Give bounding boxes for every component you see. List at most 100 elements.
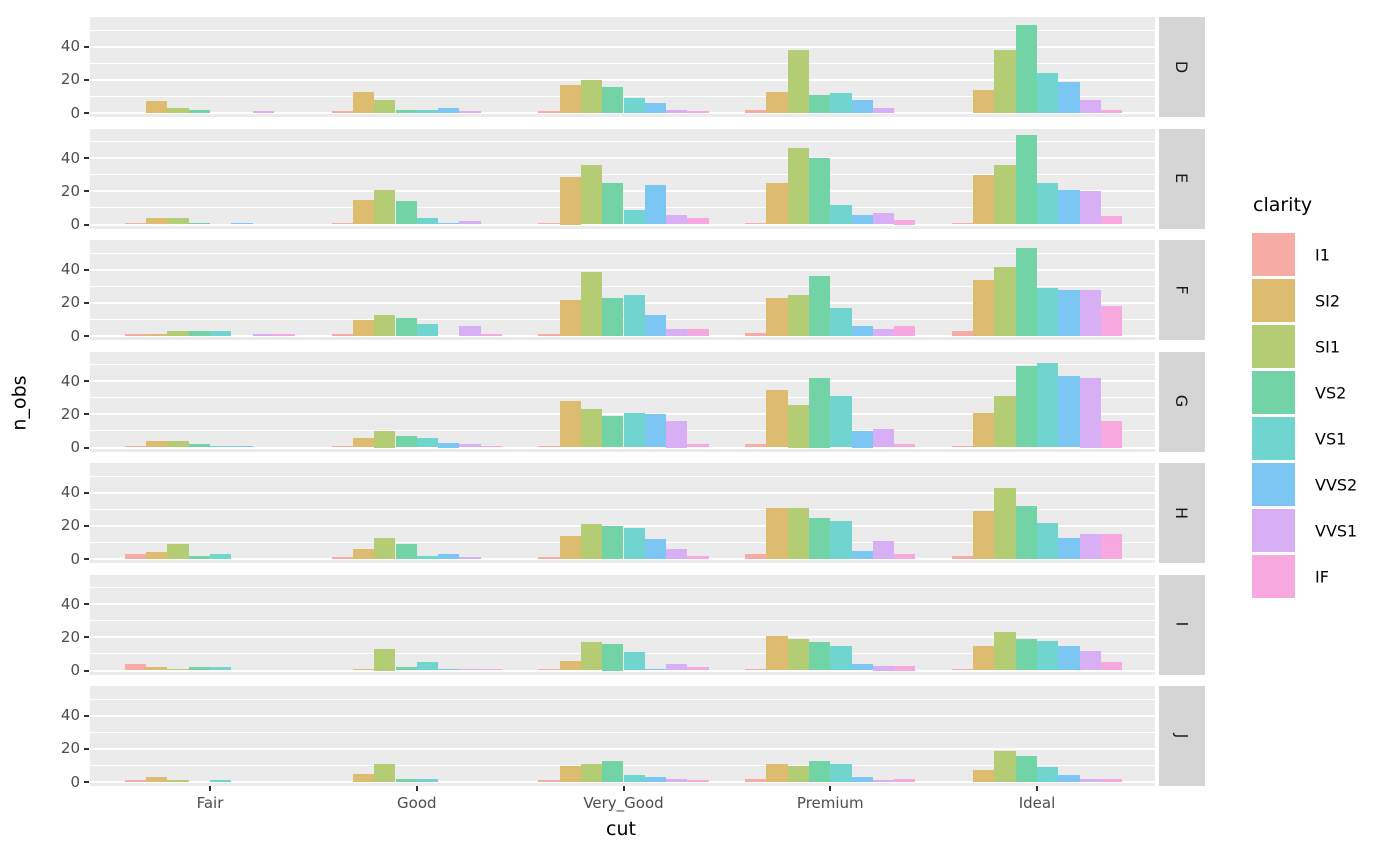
legend-label-VVS1: VVS1	[1315, 521, 1358, 540]
bar-J-Premium-VVS1	[872, 780, 895, 782]
bar-I-Good-VS1	[416, 662, 439, 671]
bar-H-Ideal-VS2	[1015, 506, 1037, 559]
bar-J-Ideal-SI1	[994, 750, 1016, 782]
facet-panel-J	[90, 686, 1155, 786]
bar-E-Ideal-IF	[1100, 216, 1123, 225]
bar-G-Ideal-I1	[951, 445, 974, 448]
bar-E-Very_Good-SI1	[580, 164, 603, 225]
y-tick-label-E-20: 20	[60, 181, 80, 200]
bar-I-Fair-SI1	[167, 668, 189, 671]
x-tick-mark-Ideal	[1036, 786, 1038, 791]
bar-F-Premium-VS1	[830, 307, 852, 336]
bar-E-Fair-VVS2	[231, 222, 253, 225]
bar-H-Very_Good-I1	[538, 557, 560, 559]
bar-E-Good-VS2	[395, 201, 417, 225]
bar-E-Good-VS1	[416, 217, 439, 225]
bar-J-Premium-IF	[894, 778, 916, 782]
bar-H-Very_Good-VS1	[623, 527, 645, 559]
bar-G-Good-I1	[331, 445, 353, 448]
bar-F-Ideal-IF	[1100, 306, 1123, 336]
bar-G-Fair-SI1	[167, 440, 189, 448]
bar-I-Good-VS2	[395, 667, 417, 671]
bar-E-Premium-SI1	[787, 148, 809, 225]
y-tick-mark-G-20	[84, 413, 89, 416]
bar-H-Good-SI1	[374, 537, 396, 559]
x-tick-label-Premium: Premium	[796, 794, 864, 812]
y-tick-mark-H-20	[84, 524, 89, 527]
bar-D-Ideal-VS2	[1015, 25, 1037, 113]
minor-gridline-y30	[90, 285, 1155, 287]
bar-E-Very_Good-VVS1	[666, 214, 688, 225]
minor-gridline-y50	[90, 141, 1155, 143]
bar-F-Good-VS2	[395, 317, 417, 336]
bar-I-Ideal-VS1	[1037, 640, 1059, 671]
bar-G-Good-SI2	[352, 437, 375, 448]
bar-E-Very_Good-VS2	[602, 183, 624, 225]
bar-F-Fair-VS1	[210, 331, 232, 336]
bar-E-Very_Good-VS1	[623, 209, 645, 225]
bar-F-Ideal-SI2	[973, 279, 995, 336]
bar-I-Fair-I1	[124, 663, 147, 671]
bar-F-Premium-SI1	[787, 294, 809, 336]
major-gridline-y40	[90, 45, 1155, 48]
bar-J-Premium-SI2	[766, 763, 788, 782]
bar-G-Premium-VS1	[830, 396, 852, 448]
bar-F-Premium-VVS2	[851, 326, 873, 336]
legend-label-VVS2: VVS2	[1315, 475, 1358, 494]
minor-gridline-y50	[90, 29, 1155, 31]
bar-H-Premium-VVS1	[872, 540, 895, 559]
bar-J-Premium-I1	[745, 778, 767, 782]
bar-G-Fair-VVS2	[231, 445, 253, 448]
bar-G-Very_Good-SI2	[559, 401, 581, 448]
y-tick-label-E-40: 40	[60, 148, 80, 167]
bar-F-Good-IF	[480, 334, 502, 336]
bar-I-Very_Good-VS2	[602, 644, 624, 671]
y-tick-label-H-40: 40	[60, 483, 80, 502]
facet-strip-D: D	[1159, 17, 1205, 117]
y-tick-label-G-40: 40	[60, 371, 80, 390]
y-tick-label-D-0: 0	[70, 103, 80, 122]
bar-D-Premium-VVS1	[872, 108, 895, 113]
bar-H-Premium-VS2	[808, 517, 831, 559]
bar-G-Very_Good-I1	[538, 445, 560, 448]
bar-I-Fair-VS1	[210, 667, 232, 671]
bar-D-Very_Good-VS2	[602, 86, 624, 113]
bar-F-Fair-SI1	[167, 331, 189, 336]
major-gridline-y0	[90, 558, 1155, 560]
x-tick-label-Fair: Fair	[196, 794, 224, 812]
legend-swatch-I1	[1252, 233, 1295, 276]
bar-E-Ideal-VS1	[1037, 183, 1059, 225]
bar-H-Very_Good-SI2	[559, 535, 581, 559]
bar-E-Very_Good-SI2	[559, 176, 581, 225]
bar-I-Ideal-I1	[951, 668, 974, 671]
y-tick-label-H-0: 0	[70, 549, 80, 568]
bar-J-Very_Good-VVS1	[666, 778, 688, 782]
bar-G-Premium-VS2	[808, 378, 831, 448]
bar-E-Fair-SI2	[146, 217, 168, 225]
bar-E-Ideal-VS2	[1015, 135, 1037, 225]
facet-panel-H	[90, 463, 1155, 563]
bar-J-Good-SI1	[374, 763, 396, 782]
facet-panel-F	[90, 240, 1155, 340]
facet-strip-E: E	[1159, 128, 1205, 229]
y-tick-mark-D-20	[84, 78, 89, 81]
bar-J-Very_Good-VVS2	[644, 777, 667, 782]
bar-F-Good-VVS1	[459, 326, 481, 336]
facet-strip-label-I: I	[1172, 621, 1192, 628]
bar-G-Ideal-SI1	[994, 396, 1016, 448]
bar-I-Ideal-VVS2	[1058, 645, 1080, 671]
bar-I-Ideal-SI2	[973, 645, 995, 671]
legend-title: clarity	[1253, 194, 1313, 216]
y-tick-label-F-20: 20	[60, 293, 80, 312]
bar-H-Good-VVS1	[459, 557, 481, 559]
bar-J-Ideal-SI2	[973, 770, 995, 782]
major-gridline-y0	[90, 669, 1155, 672]
bar-D-Ideal-IF	[1100, 109, 1123, 113]
bar-E-Premium-I1	[745, 222, 767, 225]
bar-G-Very_Good-IF	[687, 444, 709, 448]
facet-panel-I	[90, 574, 1155, 675]
bar-H-Very_Good-SI1	[580, 524, 603, 559]
bar-F-Very_Good-VS1	[623, 294, 645, 336]
bar-D-Good-I1	[331, 111, 353, 113]
major-gridline-y20	[90, 636, 1155, 639]
